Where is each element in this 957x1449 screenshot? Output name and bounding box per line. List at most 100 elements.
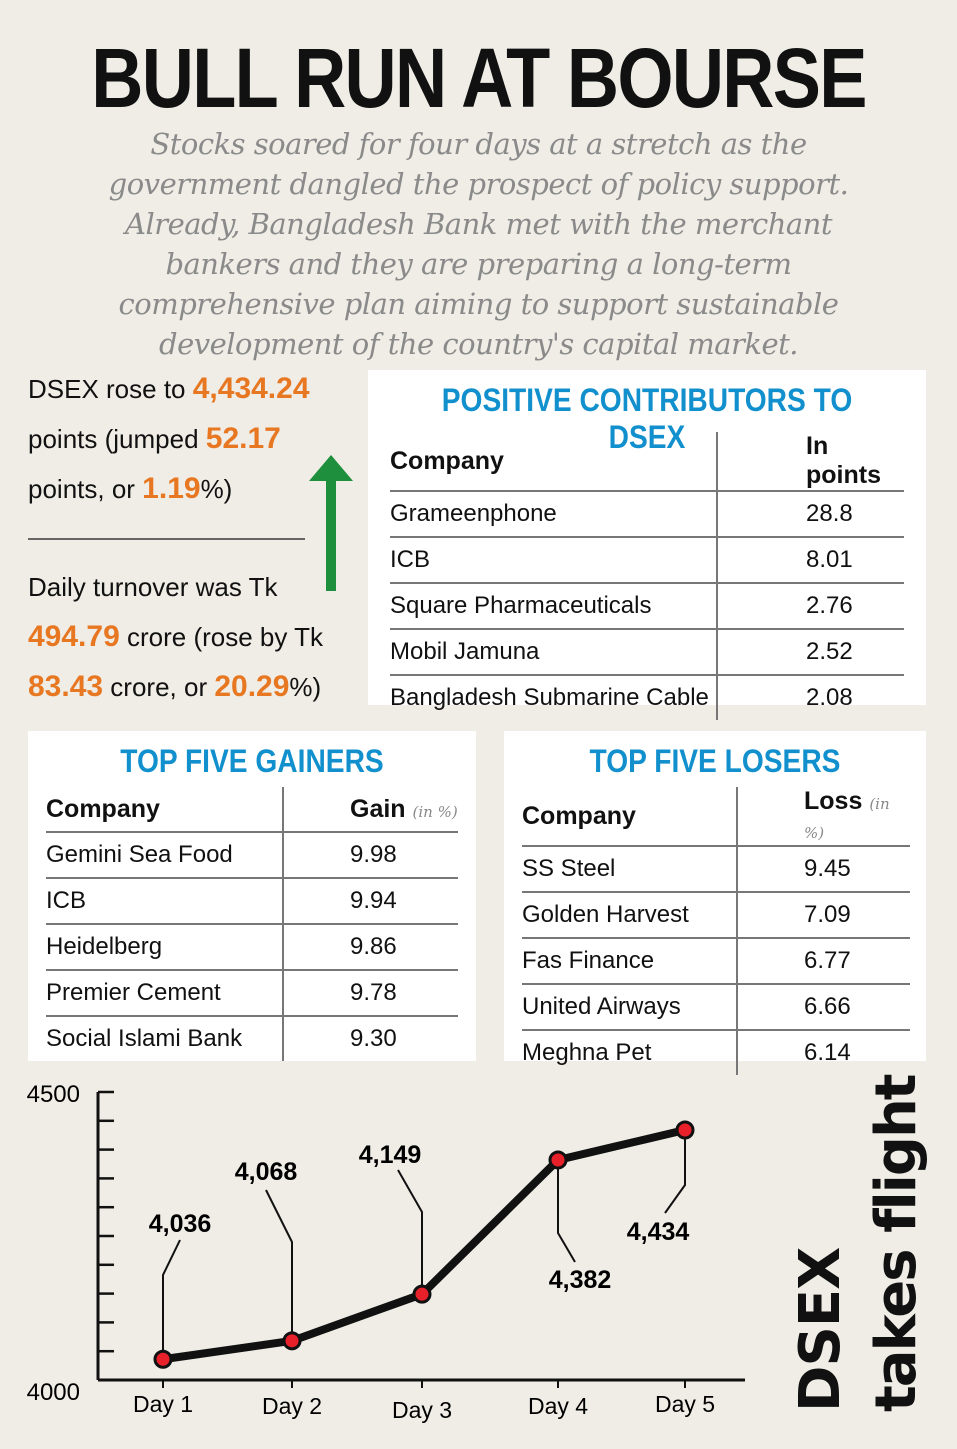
dsex-percent-value: 1.19 — [142, 472, 201, 505]
loser-company: SS Steel — [522, 846, 738, 893]
x-tick-label: Day 3 — [392, 1397, 452, 1423]
loser-company: Meghna Pet — [522, 1030, 738, 1075]
data-label: 4,434 — [627, 1218, 690, 1246]
dsex-line-chart: 4500 4000 Day 1 Day 2 Day 3 Day 4 Day 5 4,036 4,… — [27, 1081, 745, 1423]
gainers-table: Company Gain (in %) Gemini Sea Food 9.98… — [46, 787, 458, 1061]
loser-value: 9.45 — [737, 846, 910, 893]
losers-card: TOP FIVE LOSERS Company Loss (in %) SS S… — [504, 731, 926, 1075]
gainer-value: 9.78 — [283, 970, 458, 1017]
turnover-percent-value: 20.29 — [214, 670, 290, 703]
gainer-company: Gemini Sea Food — [46, 832, 284, 879]
table-row: ICB 8.01 — [390, 537, 904, 584]
up-arrow-shaft — [326, 479, 336, 591]
loser-company: Golden Harvest — [522, 892, 738, 939]
table-row: Social Islami Bank 9.30 — [46, 1016, 458, 1061]
gainers-title: TOP FIVE GAINERS — [120, 743, 384, 779]
table-row: SS Steel 9.45 — [522, 846, 910, 893]
table-row: Mobil Jamuna 2.52 — [390, 629, 904, 676]
gainer-company: Heidelberg — [46, 924, 284, 971]
losers-unit: (in %) — [804, 795, 890, 842]
contributor-company: Mobil Jamuna — [390, 629, 718, 676]
table-row: Fas Finance 6.77 — [522, 938, 910, 985]
gainers-header-gain: Gain (in %) — [283, 787, 458, 833]
gainer-value: 9.30 — [350, 1025, 397, 1052]
chart-title-dsex: DSEX — [788, 1247, 853, 1412]
data-label-leader — [664, 1130, 686, 1214]
data-point — [548, 1150, 568, 1170]
data-label-leader — [265, 1189, 293, 1341]
contributor-points: 2.76 — [717, 583, 904, 630]
up-arrow-head — [309, 455, 353, 481]
losers-table: Company Loss (in %) SS Steel 9.45 Golden… — [522, 787, 910, 1075]
contributor-company: Square Pharmaceuticals — [390, 583, 718, 630]
data-label-leader — [397, 1169, 423, 1295]
contributor-company: Grameenphone — [390, 491, 718, 538]
gainer-value: 9.94 — [283, 878, 458, 925]
stat-divider — [28, 538, 305, 540]
data-point — [412, 1284, 432, 1304]
gainer-company: ICB — [46, 878, 284, 925]
loser-company: United Airways — [522, 984, 738, 1031]
data-point — [153, 1349, 173, 1369]
data-label: 4,068 — [235, 1158, 298, 1186]
table-row: ICB 9.94 — [46, 878, 458, 925]
table-row: Meghna Pet 6.14 — [522, 1030, 910, 1075]
turnover-stat: Daily turnover was Tk 494.79 crore (rose… — [28, 562, 328, 712]
contributor-points: 2.52 — [717, 629, 904, 676]
data-label: 4,382 — [549, 1266, 612, 1294]
x-tick-label: Day 2 — [262, 1393, 322, 1419]
table-row: Golden Harvest 7.09 — [522, 892, 910, 939]
data-point — [675, 1120, 695, 1140]
turnover-text-1: Daily turnover was Tk — [28, 572, 278, 602]
gainer-value: 9.98 — [283, 832, 458, 879]
intro-paragraph: Stocks soared for four days at a stretch… — [108, 127, 849, 361]
turnover-text-2: crore (rose by Tk — [119, 622, 324, 652]
table-row: Square Pharmaceuticals 2.76 — [390, 583, 904, 630]
contributor-company: Bangladesh Submarine Cable — [390, 675, 718, 720]
loser-value: 7.09 — [737, 892, 910, 939]
x-tick-label: Day 4 — [528, 1393, 588, 1419]
gainer-company: Premier Cement — [46, 970, 284, 1017]
dsex-stat-text-1: DSEX rose to — [28, 374, 193, 404]
losers-header-loss-label: Loss — [804, 787, 863, 815]
contributors-header-points: In points — [717, 432, 904, 492]
gainers-header-gain-label: Gain — [350, 794, 406, 823]
turnover-value: 494.79 — [28, 620, 120, 653]
loser-value: 6.66 — [737, 984, 910, 1031]
table-row: Bangladesh Submarine Cable 2.08 — [390, 675, 904, 720]
gainer-value: 9.86 — [283, 924, 458, 971]
data-label: 4,149 — [359, 1141, 422, 1169]
contributor-points: 8.01 — [717, 537, 904, 584]
table-row: Gemini Sea Food 9.98 — [46, 832, 458, 879]
table-row: Grameenphone 28.8 — [390, 491, 904, 538]
contributors-header-company: Company — [390, 432, 718, 492]
table-row: Premier Cement 9.78 — [46, 970, 458, 1017]
dsex-stat-text-4: %) — [200, 474, 233, 504]
gainer-company: Social Islami Bank — [46, 1016, 284, 1061]
gainers-header-company: Company — [46, 787, 284, 833]
y-tick-label-max: 4500 — [27, 1081, 80, 1108]
table-row: Heidelberg 9.86 — [46, 924, 458, 971]
up-arrow-icon — [309, 455, 353, 591]
losers-title: TOP FIVE LOSERS — [589, 743, 841, 779]
turnover-rise-value: 83.43 — [28, 670, 104, 703]
loser-value: 6.77 — [737, 938, 910, 985]
losers-header-row: Company Loss (in %) — [522, 787, 910, 847]
data-point — [282, 1331, 302, 1351]
dsex-stat: DSEX rose to 4,434.24 points (jumped 52.… — [28, 364, 328, 514]
loser-company: Fas Finance — [522, 938, 738, 985]
table-row: United Airways 6.66 — [522, 984, 910, 1031]
data-label-leader — [162, 1239, 181, 1360]
data-label: 4,036 — [149, 1210, 212, 1238]
gainers-card: TOP FIVE GAINERS Company Gain (in %) Gem… — [28, 731, 476, 1061]
gainers-header-row: Company Gain (in %) — [46, 787, 458, 833]
dsex-jump-value: 52.17 — [205, 422, 281, 455]
gainers-unit: (in %) — [412, 802, 458, 821]
x-tick-label: Day 5 — [655, 1391, 715, 1417]
contributors-header-row: Company In points — [390, 432, 904, 492]
dsex-stat-text-3: points, or — [28, 474, 143, 504]
data-label-leader — [557, 1159, 576, 1263]
dsex-stat-text-2: points (jumped — [28, 424, 206, 454]
turnover-text-4: %) — [289, 672, 322, 702]
x-tick-label: Day 1 — [133, 1391, 193, 1417]
